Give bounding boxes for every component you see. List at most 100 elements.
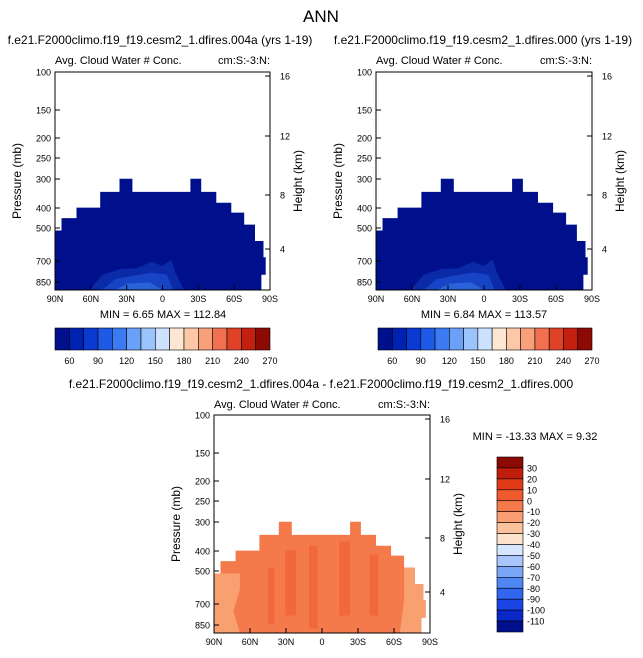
- colorbar-box: [391, 327, 407, 351]
- y-tick-label: 850: [357, 278, 372, 288]
- colorbar-label: 180: [499, 356, 514, 366]
- colorbar-box: [491, 327, 507, 351]
- colorbar-label: 90: [93, 356, 103, 366]
- x-tick-label: 30S: [512, 294, 528, 304]
- colorbar-label: -50: [527, 551, 540, 561]
- x-tick-label: 30S: [190, 294, 206, 304]
- x-tick-label: 0: [160, 294, 165, 304]
- colorbar-box: [496, 544, 524, 556]
- colorbar-box: [140, 327, 156, 351]
- colorbar-label: 20: [527, 474, 537, 484]
- y-tick-label: 300: [36, 175, 51, 185]
- colorbar-box: [496, 467, 524, 480]
- panel-3-colorbar: 3020100-10-20-30-40-50-60-70-80-90-100-1…: [496, 456, 545, 633]
- y-tick-label: 500: [195, 567, 210, 577]
- x-tick-label: 60N: [83, 294, 100, 304]
- colorbar-label: -70: [527, 573, 540, 583]
- y-axis-label: Pressure (mb): [169, 486, 183, 562]
- panel-2-colorbar: 60 90 120 150 180 210 240 270: [377, 327, 600, 366]
- y-right-tick-label: 8: [602, 191, 607, 201]
- colorbar-box: [198, 327, 213, 351]
- y-tick-label: 150: [357, 106, 372, 116]
- colorbar-box: [496, 500, 524, 512]
- colorbar-box: [496, 598, 524, 611]
- x-tick-label: 90S: [262, 294, 278, 304]
- panel-2-min-max: MIN = 6.84 MAX = 113.57: [421, 309, 547, 321]
- y-tick-label: 500: [36, 224, 51, 234]
- colorbar-box: [563, 327, 579, 351]
- x-tick-label: 60S: [548, 294, 564, 304]
- panel-3-plot: [214, 521, 426, 633]
- colorbar-label: -100: [527, 606, 545, 616]
- y-tick-label: 500: [357, 224, 372, 234]
- colorbar-label: -90: [527, 595, 540, 605]
- x-tick-label: 0: [481, 294, 486, 304]
- y-tick-label: 850: [195, 621, 210, 631]
- difference-contour-band: [268, 567, 275, 625]
- colorbar-box: [406, 327, 422, 351]
- colorbar-label: -80: [527, 584, 540, 594]
- colorbar-box: [577, 327, 593, 351]
- y-tick-label: 100: [195, 411, 210, 421]
- y-tick-label: 200: [195, 477, 210, 487]
- y-tick-label: 150: [195, 449, 210, 459]
- difference-contour-band: [369, 554, 379, 616]
- panel-2-axes: 100 150 200 250 300 400 500 700 850 16 12 8 4 90N 60N 3…: [331, 68, 627, 305]
- cloud-contour-band: [102, 272, 174, 290]
- x-tick-label: 60N: [242, 637, 259, 647]
- colorbar-box: [449, 327, 464, 351]
- colorbar-label: -60: [527, 562, 540, 572]
- y-axis-right-label: Height (km): [451, 493, 465, 555]
- y-right-tick-label: 16: [280, 72, 290, 82]
- colorbar-box: [255, 327, 271, 351]
- y-tick-label: 400: [195, 547, 210, 557]
- colorbar-label: 150: [470, 356, 485, 366]
- y-right-tick-label: 16: [440, 415, 450, 425]
- colorbar-box: [83, 327, 99, 351]
- y-axis-label: Pressure (mb): [331, 143, 345, 219]
- difference-contour-band: [339, 541, 351, 616]
- colorbar-label: 120: [119, 356, 134, 366]
- panel-1-colorbar: 60 90 120 150 180 210 240 270: [54, 327, 278, 366]
- y-tick-label: 400: [357, 204, 372, 214]
- colorbar-label: -110: [527, 617, 544, 627]
- colorbar-box: [126, 327, 142, 351]
- colorbar-label: 10: [527, 485, 537, 495]
- colorbar-box: [496, 511, 524, 523]
- y-tick-label: 300: [195, 518, 210, 528]
- colorbar-box: [496, 478, 524, 491]
- x-tick-label: 60N: [404, 294, 421, 304]
- x-tick-label: 90N: [368, 294, 385, 304]
- x-tick-label: 90S: [584, 294, 600, 304]
- colorbar-label: 0: [527, 496, 532, 506]
- y-tick-label: 200: [357, 134, 372, 144]
- figure-title: ANN: [303, 7, 339, 26]
- panel-2-title: f.e21.F2000climo.f19_f19.cesm2_1.dfires.…: [334, 33, 632, 47]
- y-tick-label: 700: [36, 257, 51, 267]
- colorbar-box: [496, 566, 524, 578]
- x-tick-label: 30N: [278, 637, 295, 647]
- colorbar-box: [496, 522, 524, 534]
- y-axis-right-label: Height (km): [291, 150, 305, 212]
- colorbar-label: 270: [584, 356, 599, 366]
- colorbar-label: 60: [64, 356, 74, 366]
- x-tick-label: 0: [319, 637, 324, 647]
- y-axis-right-label: Height (km): [613, 150, 627, 212]
- y-right-tick-label: 12: [440, 475, 450, 485]
- difference-contour-band: [214, 573, 240, 633]
- colorbar-box: [241, 327, 256, 351]
- x-tick-label: 60S: [386, 637, 402, 647]
- panel-1-right-label: cm:S:-3:N:: [218, 55, 270, 67]
- panel-2: f.e21.F2000climo.f19_f19.cesm2_1.dfires.…: [331, 33, 632, 366]
- colorbar-label: 240: [556, 356, 571, 366]
- colorbar-box: [463, 327, 479, 351]
- panel-1-axes: 100 150 200 250 300 400 500 700 850 16 12 8 4 90N 60N 3…: [10, 68, 305, 305]
- x-tick-label: 90N: [47, 294, 64, 304]
- colorbar-label: 240: [234, 356, 249, 366]
- colorbar-box: [434, 327, 450, 351]
- colorbar-box: [169, 327, 185, 351]
- x-tick-label: 60S: [226, 294, 242, 304]
- colorbar-label: -40: [527, 540, 540, 550]
- x-tick-label: 30N: [440, 294, 457, 304]
